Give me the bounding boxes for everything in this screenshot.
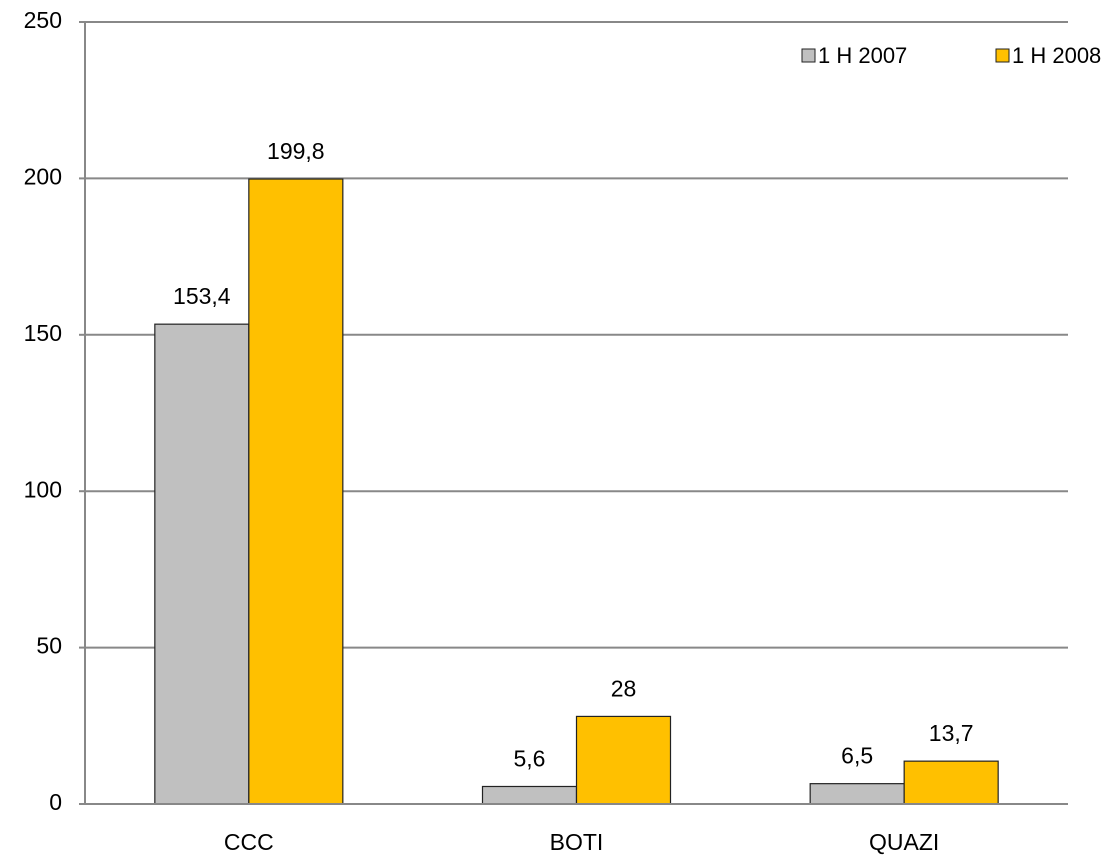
data-label: 199,8 bbox=[267, 138, 325, 164]
x-tick-label: BOTI bbox=[550, 829, 604, 855]
bar bbox=[575, 715, 672, 805]
data-label: 28 bbox=[611, 675, 637, 701]
legend-label: 1 H 2008 bbox=[1012, 43, 1101, 68]
y-tick-label: 150 bbox=[24, 320, 62, 346]
legend-swatch bbox=[995, 48, 1010, 63]
x-tick-label: QUAZI bbox=[869, 829, 939, 855]
data-label: 5,6 bbox=[514, 746, 546, 772]
bar bbox=[903, 760, 999, 805]
y-tick-label: 50 bbox=[36, 633, 62, 659]
legend-swatch bbox=[801, 48, 816, 63]
bar bbox=[481, 785, 578, 805]
y-tick-label: 200 bbox=[24, 163, 62, 189]
data-label: 13,7 bbox=[929, 720, 974, 746]
data-label: 153,4 bbox=[173, 283, 231, 309]
x-tick-label: CCC bbox=[224, 829, 274, 855]
legend-label: 1 H 2007 bbox=[818, 43, 907, 68]
y-tick-label: 100 bbox=[24, 476, 62, 502]
bar bbox=[809, 783, 905, 805]
bar bbox=[248, 178, 344, 805]
y-tick-label: 0 bbox=[49, 789, 62, 815]
data-label: 6,5 bbox=[841, 743, 873, 769]
bar bbox=[154, 323, 250, 805]
y-tick-label: 250 bbox=[24, 7, 62, 33]
